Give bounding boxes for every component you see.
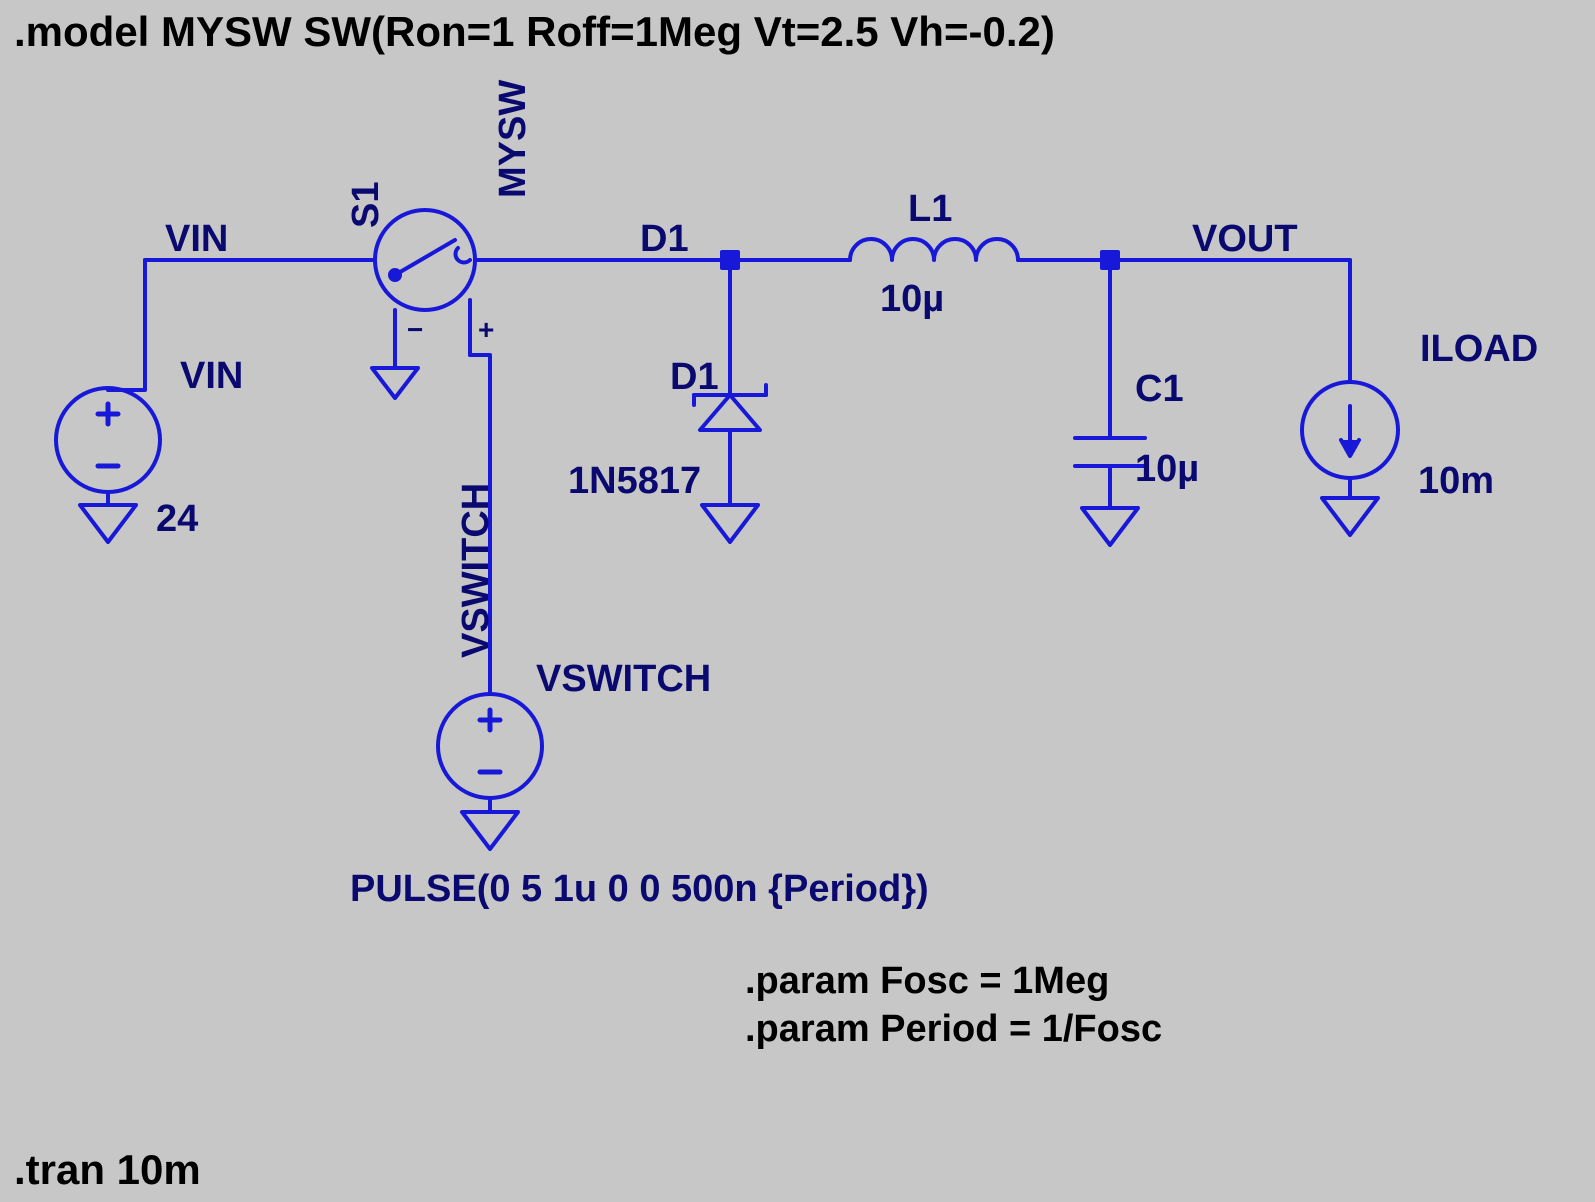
- value-l1[interactable]: 10µ: [880, 278, 944, 321]
- netlabel-vout[interactable]: VOUT: [1192, 218, 1298, 261]
- value-iload[interactable]: 10m: [1418, 460, 1494, 503]
- value-vswitch[interactable]: PULSE(0 5 1u 0 0 500n {Period}): [350, 868, 929, 911]
- switch-arm: [395, 240, 455, 275]
- diode-triangle: [700, 395, 760, 430]
- ground-c1: [1082, 508, 1138, 545]
- value-vin[interactable]: 24: [156, 498, 198, 541]
- directive-param-fosc[interactable]: .param Fosc = 1Meg: [745, 960, 1109, 1003]
- refdes-vin[interactable]: VIN: [180, 355, 243, 398]
- ground-vin: [80, 505, 136, 542]
- refdes-d1[interactable]: D1: [670, 356, 719, 399]
- refdes-s1[interactable]: S1: [345, 182, 388, 228]
- model-d1[interactable]: 1N5817: [568, 460, 701, 503]
- refdes-vswitch[interactable]: VSWITCH: [455, 483, 498, 658]
- netlabel-vin[interactable]: VIN: [165, 218, 228, 261]
- model-s1[interactable]: MYSW: [492, 80, 535, 198]
- schematic-canvas: .model MYSW SW(Ron=1 Roff=1Meg Vt=2.5 Vh…: [0, 0, 1595, 1202]
- switch-minus-gnd: [372, 368, 418, 398]
- inductor-body: [850, 239, 1018, 260]
- switch-contact: [456, 248, 470, 262]
- ground-iload: [1322, 498, 1378, 535]
- iload-arrow-head: [1341, 440, 1359, 456]
- wire-vin-down: [108, 260, 145, 390]
- ground-d1: [702, 505, 758, 542]
- refdes-iload[interactable]: ILOAD: [1420, 328, 1538, 371]
- directive-tran[interactable]: .tran 10m: [14, 1146, 201, 1194]
- vswitch-plus: [480, 710, 500, 730]
- switch-plus-sign: +: [478, 314, 494, 346]
- directive-param-period[interactable]: .param Period = 1/Fosc: [745, 1008, 1162, 1051]
- ground-vswitch: [462, 812, 518, 849]
- switch-minus-sign: −: [407, 314, 423, 346]
- refdes-l1[interactable]: L1: [908, 188, 952, 231]
- refdes-c1[interactable]: C1: [1135, 368, 1184, 411]
- value-c1[interactable]: 10µ: [1135, 448, 1199, 491]
- vin-plus: [98, 404, 118, 424]
- directive-model[interactable]: .model MYSW SW(Ron=1 Roff=1Meg Vt=2.5 Vh…: [14, 8, 1055, 56]
- netlabel-d1[interactable]: D1: [640, 218, 689, 261]
- netlabel-vswitch[interactable]: VSWITCH: [536, 658, 711, 701]
